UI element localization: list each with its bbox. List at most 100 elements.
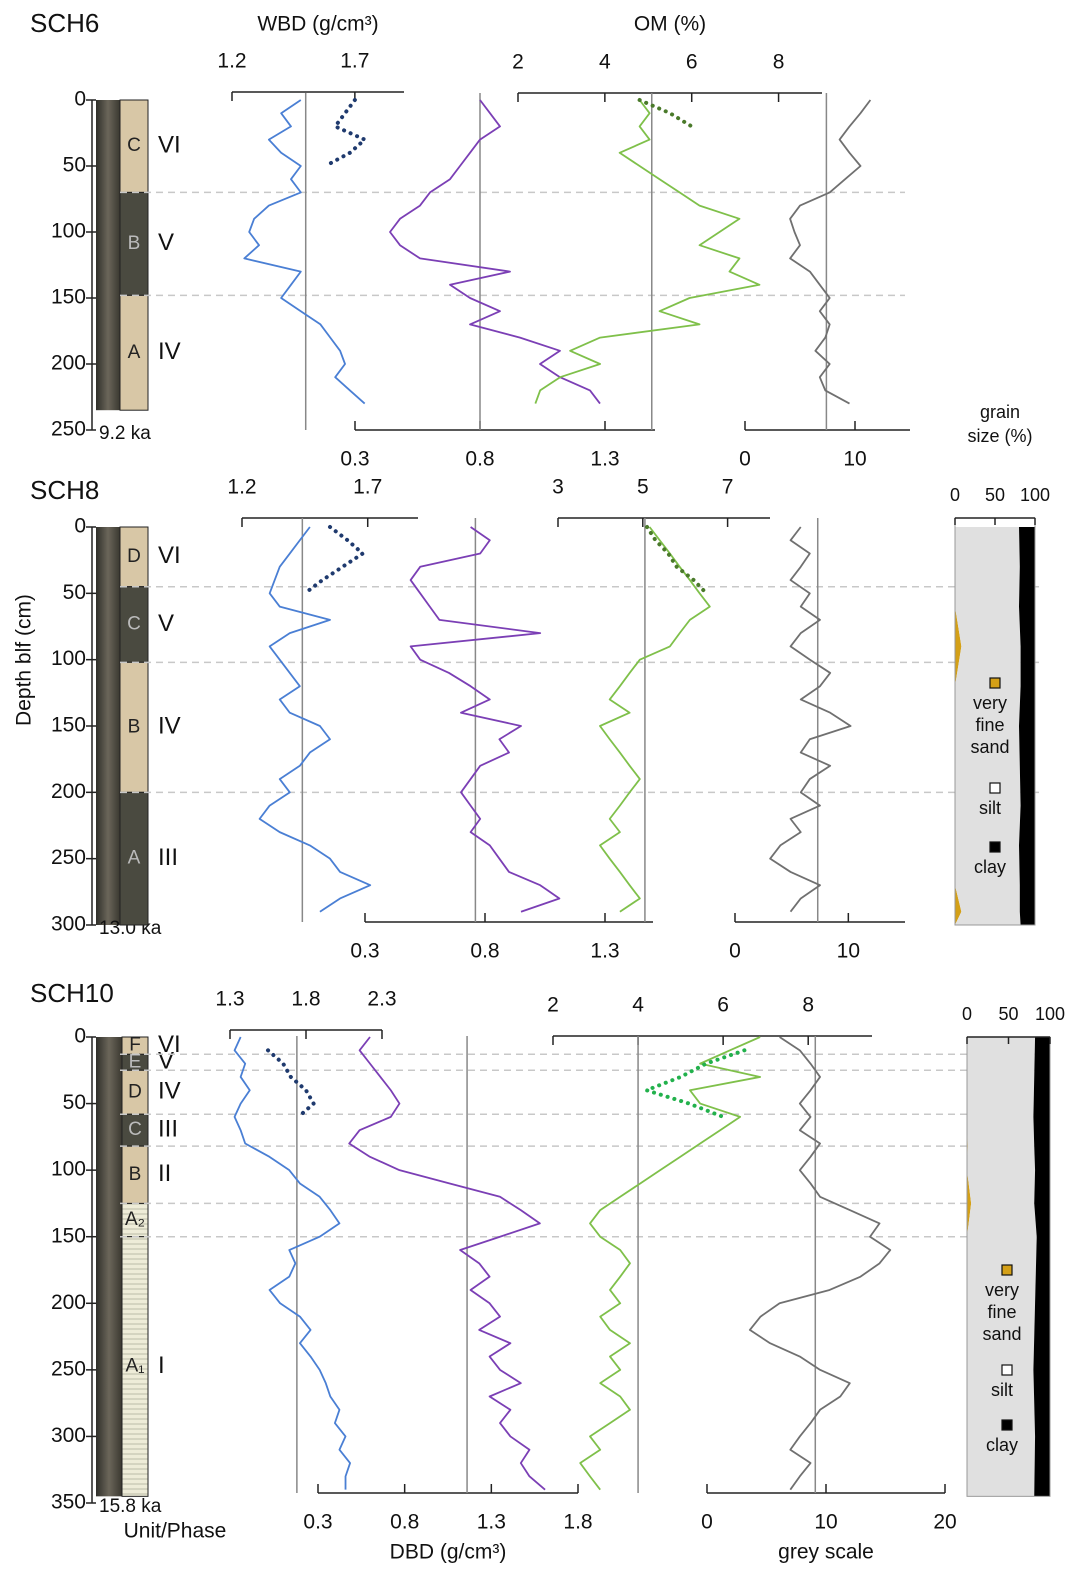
legend-marker bbox=[989, 782, 1001, 794]
y-tick-label: 100 bbox=[51, 647, 86, 670]
phase-label: III bbox=[158, 844, 178, 871]
phase-label: IV bbox=[158, 338, 181, 365]
phase-label: IV bbox=[158, 1078, 181, 1105]
unit-label: A₂ bbox=[125, 1209, 145, 1230]
phase-label: VI bbox=[158, 542, 181, 569]
unit-box bbox=[119, 661, 149, 793]
x-tick-label: 0.3 bbox=[340, 448, 369, 471]
x-tick-label: 1.3 bbox=[590, 940, 619, 963]
x-tick-label: 0 bbox=[701, 1511, 713, 1534]
dotted-profile bbox=[645, 525, 709, 596]
x-tick-label: 20 bbox=[933, 1511, 956, 1534]
legend-label: clay bbox=[985, 1435, 1018, 1455]
unit-label: A₁ bbox=[125, 1356, 144, 1377]
unit-label: E bbox=[129, 1051, 142, 1072]
dotted-profile bbox=[266, 1048, 316, 1119]
legend-label: very fine sand bbox=[970, 693, 1010, 757]
x-tick-label: 1.8 bbox=[563, 1511, 592, 1534]
x-tick-label: 4 bbox=[632, 994, 644, 1017]
phase-label: V bbox=[158, 229, 174, 256]
unit-label: D bbox=[128, 1081, 142, 1102]
phase-label: II bbox=[158, 1160, 171, 1187]
grain-area bbox=[955, 527, 962, 925]
panel-title: SCH6 bbox=[30, 8, 99, 38]
y-tick-label: 250 bbox=[51, 418, 86, 441]
unit-label: B bbox=[129, 1164, 142, 1185]
x-tick-label: 0.8 bbox=[465, 448, 494, 471]
unit-box bbox=[119, 294, 149, 411]
profile-line bbox=[789, 99, 872, 405]
legend-marker bbox=[989, 841, 1001, 853]
dotted-profile bbox=[302, 525, 365, 596]
legend-marker bbox=[989, 677, 1001, 689]
phase-label: III bbox=[158, 1116, 178, 1143]
x-axis-title: DBD (g/cm³) bbox=[390, 1541, 507, 1564]
y-tick-label: 350 bbox=[51, 1491, 86, 1514]
x-axis-title: WBD (g/cm³) bbox=[257, 13, 378, 36]
y-tick-label: 200 bbox=[51, 780, 86, 803]
grain-axis-title: grain size (%) bbox=[967, 402, 1033, 446]
x-tick-label: 50 bbox=[998, 1004, 1018, 1024]
profile-line bbox=[579, 1036, 762, 1491]
profile-line bbox=[534, 99, 761, 404]
x-tick-label: 4 bbox=[599, 51, 611, 74]
x-tick-label: 2 bbox=[547, 994, 559, 1017]
profile-line bbox=[243, 99, 366, 405]
x-tick-label: 0 bbox=[950, 485, 960, 505]
y-tick-label: 100 bbox=[51, 1158, 86, 1181]
legend-marker bbox=[1001, 1264, 1013, 1276]
phase-label: I bbox=[158, 1352, 165, 1379]
x-tick-label: 7 bbox=[722, 476, 734, 499]
profile-line bbox=[769, 526, 852, 913]
core-image bbox=[96, 527, 120, 925]
y-tick-label: 300 bbox=[51, 913, 86, 936]
core-image bbox=[96, 1037, 122, 1497]
x-tick-label: 100 bbox=[1020, 485, 1050, 505]
unit-axis-title: Unit/Phase bbox=[124, 1520, 227, 1543]
dotted-profile bbox=[323, 98, 367, 168]
x-tick-label: 1.3 bbox=[215, 988, 244, 1011]
x-tick-label: 0.3 bbox=[350, 940, 379, 963]
core-image bbox=[96, 100, 120, 411]
y-tick-label: 50 bbox=[63, 154, 86, 177]
y-axis-title: Depth blf (cm) bbox=[13, 594, 36, 726]
x-tick-label: 50 bbox=[985, 485, 1005, 505]
profile-line bbox=[409, 526, 561, 913]
x-tick-label: 5 bbox=[637, 476, 649, 499]
core-age: 15.8 ka bbox=[99, 1496, 162, 1517]
grain-area bbox=[1019, 527, 1035, 925]
legend-marker bbox=[1001, 1419, 1013, 1431]
x-tick-label: 6 bbox=[717, 994, 729, 1017]
legend-label: silt bbox=[979, 798, 1001, 818]
unit-box bbox=[121, 1145, 149, 1204]
x-tick-label: 1.2 bbox=[217, 50, 246, 73]
profile-line bbox=[389, 99, 601, 405]
unit-label: B bbox=[128, 233, 141, 254]
profile-line bbox=[748, 1036, 892, 1491]
panel-title: SCH10 bbox=[30, 978, 114, 1008]
unit-label: C bbox=[128, 1119, 142, 1140]
x-tick-label: 0.8 bbox=[390, 1511, 419, 1534]
unit-label: A bbox=[128, 848, 141, 869]
unit-box bbox=[121, 1236, 149, 1497]
unit-box bbox=[119, 791, 149, 926]
unit-label: D bbox=[127, 546, 141, 567]
y-tick-label: 150 bbox=[51, 1224, 86, 1247]
x-tick-label: 10 bbox=[814, 1511, 837, 1534]
legend-label: very fine sand bbox=[982, 1280, 1022, 1344]
x-tick-label: 1.2 bbox=[227, 476, 256, 499]
x-tick-label: 0.8 bbox=[470, 940, 499, 963]
x-tick-label: 8 bbox=[802, 994, 814, 1017]
x-tick-label: 1.3 bbox=[590, 448, 619, 471]
x-tick-label: 0 bbox=[739, 448, 751, 471]
grain-area bbox=[1033, 1037, 1050, 1497]
y-tick-label: 200 bbox=[51, 1291, 86, 1314]
x-axis-title: OM (%) bbox=[634, 13, 706, 36]
profile-line bbox=[258, 526, 372, 913]
profile-line bbox=[233, 1036, 351, 1490]
x-tick-label: 1.7 bbox=[353, 476, 382, 499]
y-tick-label: 300 bbox=[51, 1424, 86, 1447]
profile-line bbox=[599, 526, 711, 913]
phase-label: VI bbox=[158, 1031, 181, 1058]
